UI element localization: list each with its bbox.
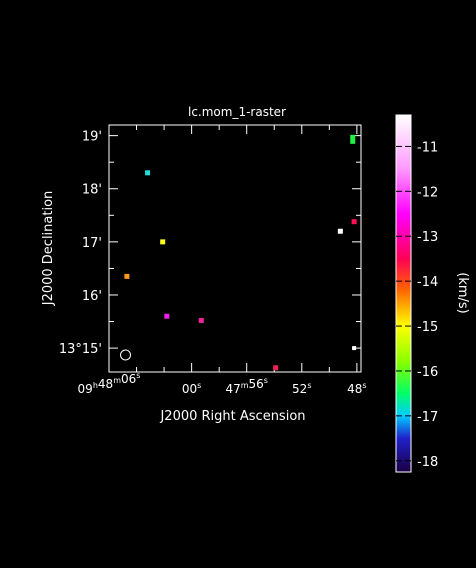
colorbar-tick-label: -15 [417, 320, 438, 335]
x-tick-label-part: 52 [292, 382, 307, 396]
colorbar-tick-label: -12 [417, 185, 438, 200]
x-tick-label: 09h48m06s [78, 371, 141, 396]
colorbar-tick-label: -17 [417, 410, 438, 425]
colorbar-ticks [396, 145, 411, 462]
x-tick-label-part: 56 [249, 377, 264, 391]
y-axis-label: J2000 Declination [41, 191, 56, 307]
data-point [352, 346, 357, 351]
x-tick-label-part: 48 [347, 382, 362, 396]
colorbar: -11 -12 -13 -14 -15 -16 -17 -18 (km/s) [395, 114, 470, 473]
data-point [273, 365, 279, 371]
x-tick-label: 47m56s [225, 376, 268, 396]
x-tick-label-part: s [264, 376, 268, 385]
data-point [124, 273, 130, 279]
x-tick-label-part: 09 [78, 382, 93, 396]
beam-circle-marker [120, 349, 132, 361]
data-point [350, 134, 356, 144]
x-tick-label: 52s [292, 381, 311, 396]
colorbar-tick-labels: -11 -12 -13 -14 -15 -16 -17 -18 [417, 140, 438, 469]
data-point [145, 170, 151, 176]
x-tick-label-part: s [307, 381, 311, 390]
x-tick-label-part: m [113, 376, 121, 385]
data-points [124, 134, 357, 371]
data-point [337, 228, 343, 234]
y-tick-label: 17' [82, 236, 102, 251]
colorbar-tick-label: -18 [417, 455, 438, 470]
data-point [351, 219, 357, 225]
x-tick-label-part: 47 [225, 382, 240, 396]
colorbar-gradient [395, 114, 412, 473]
x-tick-label-part: s [136, 371, 140, 380]
chart-title: lc.mom_1-raster [188, 105, 286, 119]
x-tick-label: 00s [182, 381, 201, 396]
x-axis-ticks [108, 125, 358, 372]
plot-frame [108, 124, 362, 373]
x-tick-label: 48s [347, 381, 366, 396]
colorbar-label: (km/s) [455, 272, 470, 314]
y-tick-label: 16' [82, 289, 102, 304]
x-tick-label-part: h [93, 381, 98, 390]
x-tick-label-part: m [241, 381, 249, 390]
x-tick-label-part: s [197, 381, 201, 390]
colorbar-tick-label: -14 [417, 275, 438, 290]
plot-area [108, 124, 362, 373]
data-point [198, 317, 204, 323]
x-tick-label-part: 06 [121, 372, 136, 386]
data-point [164, 313, 170, 319]
y-tick-label: 13°15' [59, 342, 102, 357]
x-tick-label-part: s [362, 381, 366, 390]
y-axis-tick-labels: 19' 18' 17' 16' 13°15' [59, 130, 102, 357]
x-axis-label: J2000 Right Ascension [159, 409, 305, 424]
y-tick-label: 18' [82, 183, 102, 198]
x-tick-label-part: 48 [98, 377, 113, 391]
x-tick-label-part: 00 [182, 382, 197, 396]
colorbar-tick-label: -16 [417, 365, 438, 380]
data-point [160, 239, 166, 245]
colorbar-tick-label: -11 [417, 140, 438, 155]
colorbar-tick-label: -13 [417, 230, 438, 245]
y-axis-ticks [109, 135, 361, 349]
y-tick-label: 19' [82, 130, 102, 145]
